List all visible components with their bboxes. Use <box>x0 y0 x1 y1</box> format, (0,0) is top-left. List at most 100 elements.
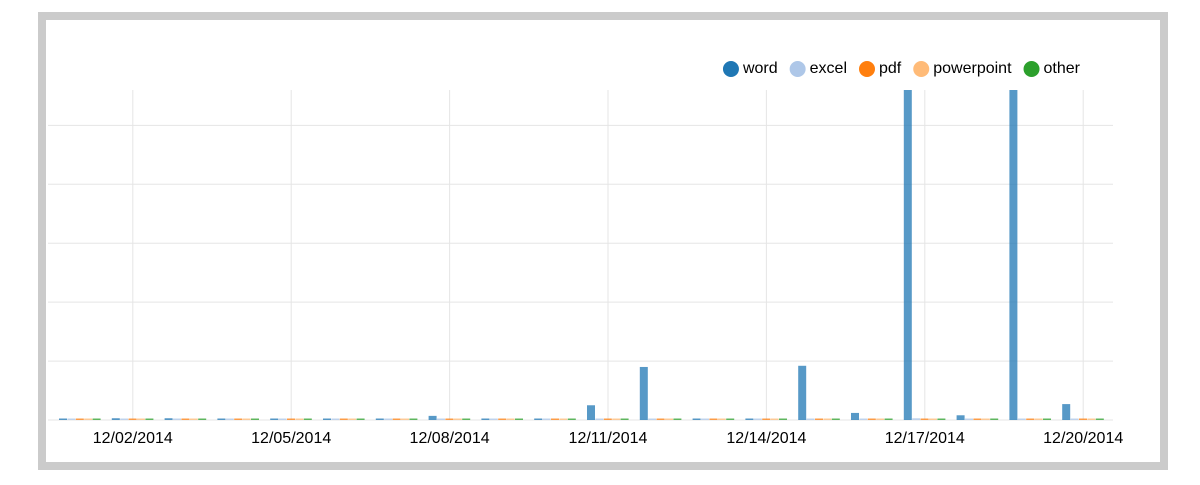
bar <box>120 418 129 420</box>
legend-swatch[interactable] <box>913 61 930 77</box>
bar <box>1017 418 1026 420</box>
bar <box>990 418 999 420</box>
bar <box>384 418 393 420</box>
bar <box>339 418 348 420</box>
x-tick-label: 12/11/2014 <box>569 430 648 447</box>
bar <box>912 418 921 420</box>
bar <box>770 418 779 420</box>
bar <box>798 365 807 420</box>
bar <box>779 418 787 420</box>
bar <box>965 418 973 420</box>
bar <box>603 418 612 420</box>
bar <box>956 415 965 420</box>
bar <box>876 418 885 420</box>
bar <box>481 418 490 420</box>
bar <box>295 418 304 420</box>
bar <box>831 418 840 420</box>
bar <box>92 418 101 420</box>
bar <box>462 418 471 420</box>
bar <box>920 418 929 420</box>
x-tick-label: 12/02/2014 <box>93 430 173 447</box>
bar <box>375 418 384 420</box>
bar <box>1009 90 1018 420</box>
bar <box>973 418 982 420</box>
bar <box>445 418 454 420</box>
x-tick-label: 12/08/2014 <box>410 430 490 447</box>
legend-swatch[interactable] <box>789 61 806 77</box>
bar <box>1087 418 1096 420</box>
bar <box>1062 404 1071 420</box>
bar <box>648 418 657 420</box>
bar <box>806 418 815 420</box>
legend-swatch[interactable] <box>1023 61 1040 77</box>
bar <box>453 418 462 420</box>
bar <box>323 418 331 420</box>
bar <box>217 418 226 420</box>
bar <box>189 418 198 420</box>
bar <box>331 418 340 420</box>
bar <box>937 418 946 420</box>
bar <box>762 418 771 420</box>
bar <box>145 418 154 420</box>
bar <box>303 418 312 420</box>
x-tick-label: 12/20/2014 <box>1043 430 1123 447</box>
x-tick-label: 12/14/2014 <box>726 430 806 447</box>
bar <box>348 418 357 420</box>
bar <box>567 418 576 420</box>
bar <box>587 405 595 420</box>
legend-swatch[interactable] <box>722 61 739 77</box>
bar <box>709 418 718 420</box>
bar <box>851 412 859 420</box>
bar <box>137 418 145 420</box>
bar <box>409 418 418 420</box>
bar <box>903 90 912 420</box>
bar <box>726 418 735 420</box>
bar <box>75 418 84 420</box>
bar <box>392 418 401 420</box>
legend-label[interactable]: excel <box>810 60 847 77</box>
bar <box>612 418 621 420</box>
bar <box>173 418 181 420</box>
bar <box>673 418 682 420</box>
legend-swatch[interactable] <box>859 61 875 77</box>
bar <box>428 415 437 420</box>
bar <box>656 418 665 420</box>
bar <box>823 418 832 420</box>
bar <box>1095 418 1104 420</box>
bar <box>1043 418 1051 420</box>
bar <box>198 418 207 420</box>
bar <box>67 418 76 420</box>
bar <box>559 418 568 420</box>
bar <box>620 418 629 420</box>
bar <box>270 418 279 420</box>
bar <box>489 418 498 420</box>
bar <box>278 418 287 420</box>
bar <box>515 418 523 420</box>
bar <box>745 418 754 420</box>
bar <box>867 418 876 420</box>
bar <box>59 418 67 420</box>
legend-label[interactable]: pdf <box>879 60 902 77</box>
bar <box>128 418 137 420</box>
bar <box>234 418 243 420</box>
bar <box>542 418 551 420</box>
legend-label[interactable]: powerpoint <box>933 60 1012 77</box>
bar <box>884 418 893 420</box>
x-tick-label: 12/17/2014 <box>885 430 965 447</box>
bar <box>251 418 259 420</box>
legend-label[interactable]: other <box>1044 60 1081 77</box>
bar <box>859 418 868 420</box>
legend-label[interactable]: word <box>742 60 778 77</box>
bar <box>815 418 823 420</box>
bar <box>437 418 445 420</box>
bar <box>1034 418 1043 420</box>
bar <box>534 418 543 420</box>
bar <box>1079 418 1087 420</box>
bar <box>84 418 93 420</box>
bar <box>287 418 295 420</box>
bar <box>551 418 559 420</box>
bar <box>498 418 507 420</box>
bar <box>1026 418 1035 420</box>
